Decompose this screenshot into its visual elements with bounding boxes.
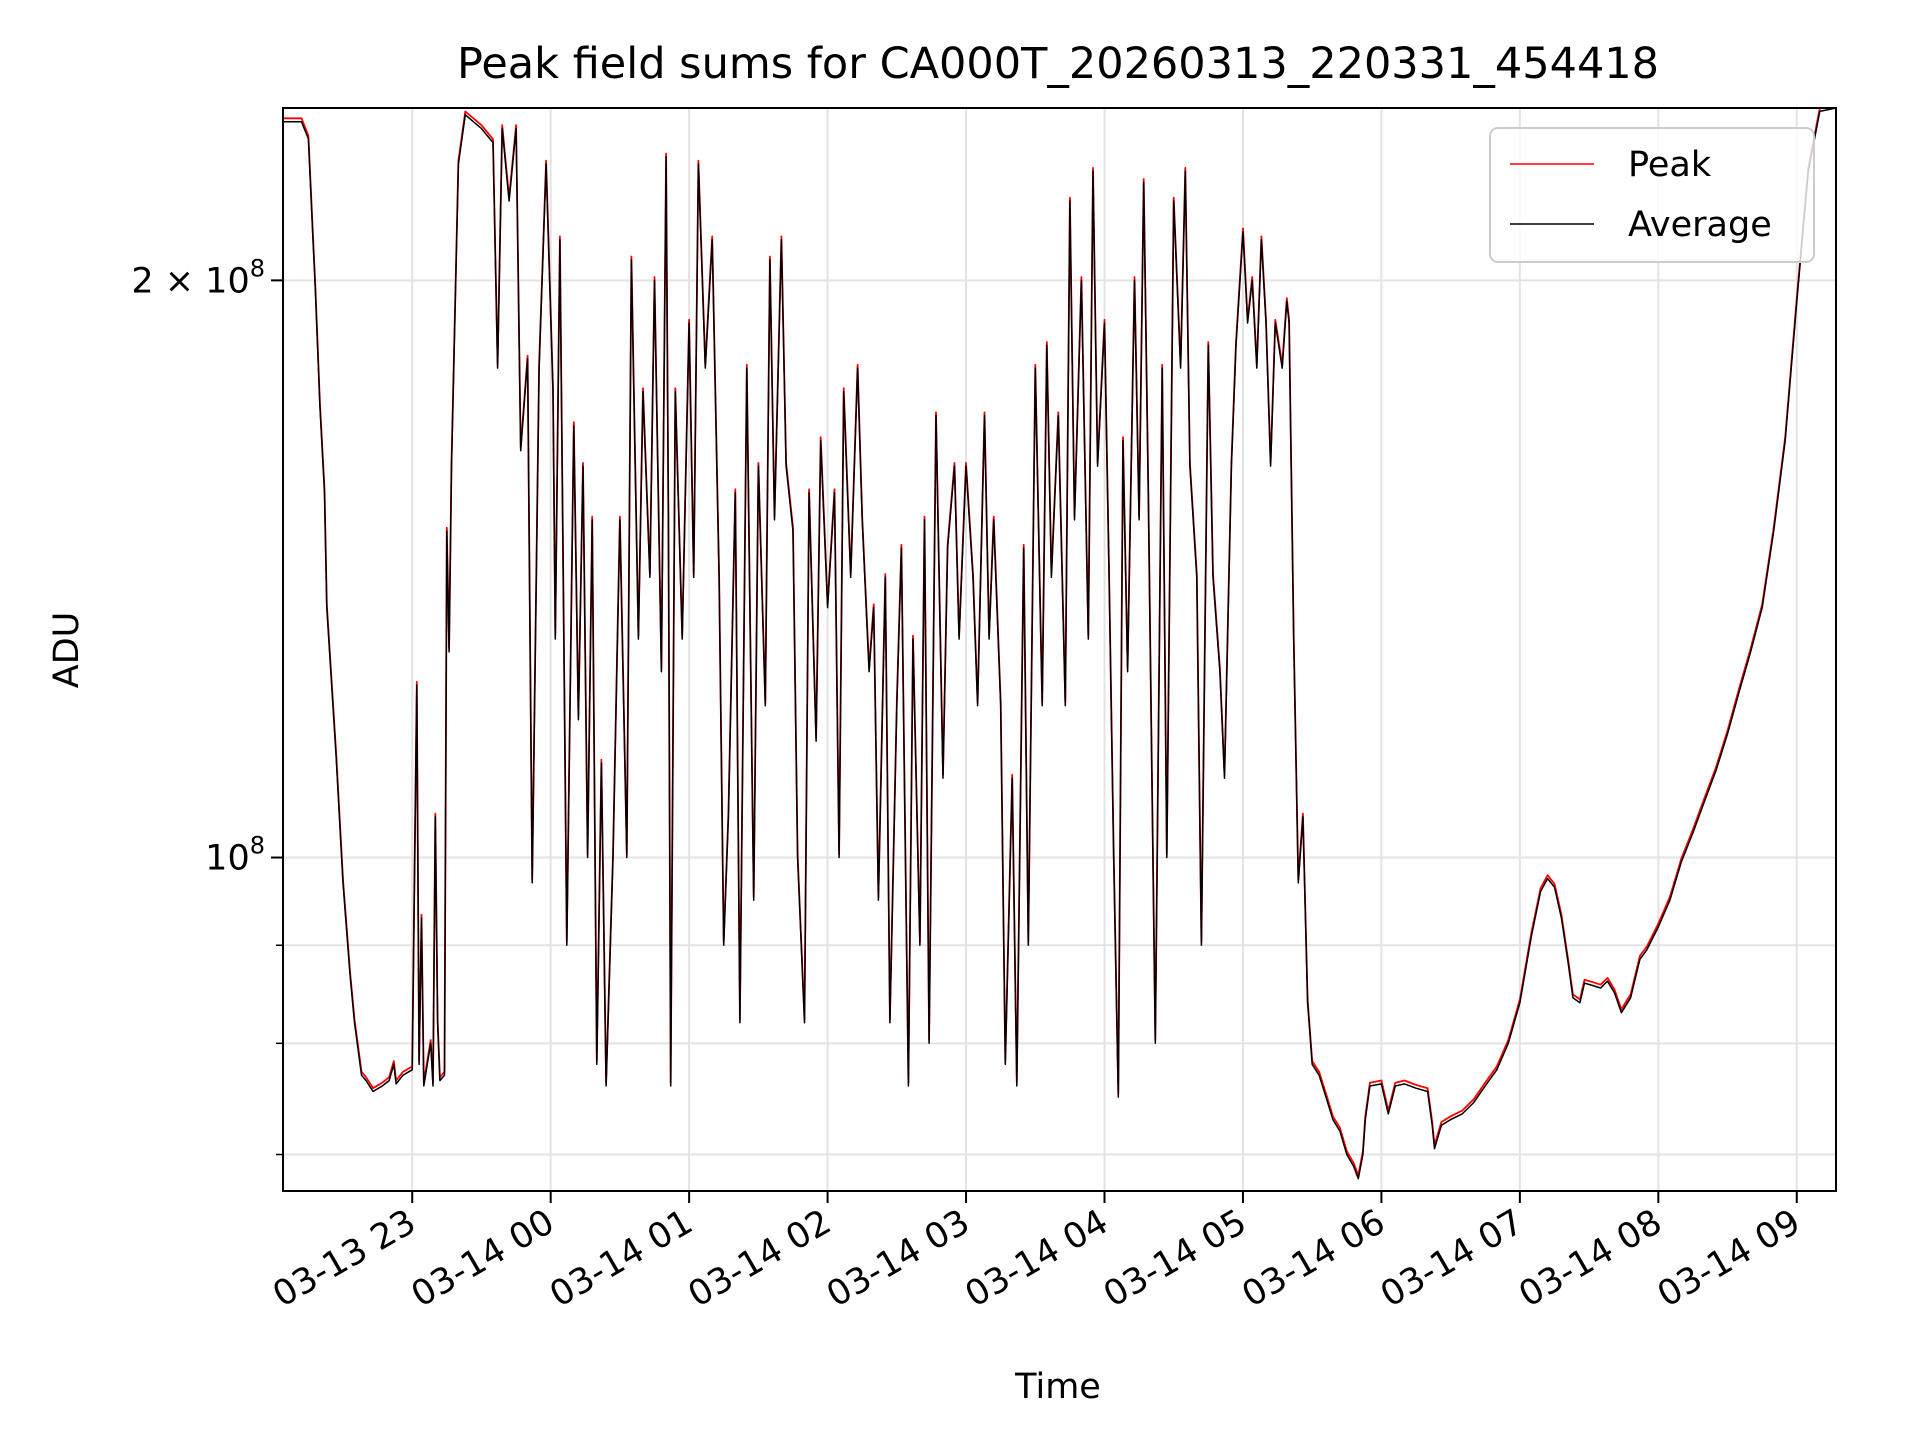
plot-area-frame (282, 107, 1837, 1192)
series-line-average (283, 107, 1837, 1180)
y-tick-label-base: 10 (205, 839, 250, 879)
chart-title: Peak field sums for CA000T_20260313_2203… (457, 39, 1659, 89)
y-tick-label-exponent: 8 (250, 832, 265, 860)
legend: Peak Average (1489, 127, 1815, 263)
x-axis-label: Time (1014, 1367, 1101, 1407)
y-tick-label: 2 × 108 (131, 254, 265, 301)
y-tick-label-exponent: 8 (250, 254, 265, 282)
legend-label-peak: Peak (1628, 145, 1712, 185)
series-lines (283, 107, 1837, 1180)
legend-label-average: Average (1628, 205, 1772, 245)
legend-box (1489, 127, 1815, 263)
y-tick-label-base: 2 × 10 (131, 261, 249, 301)
y-tick-label: 108 (205, 832, 265, 879)
y-axis-label: ADU (47, 612, 87, 689)
